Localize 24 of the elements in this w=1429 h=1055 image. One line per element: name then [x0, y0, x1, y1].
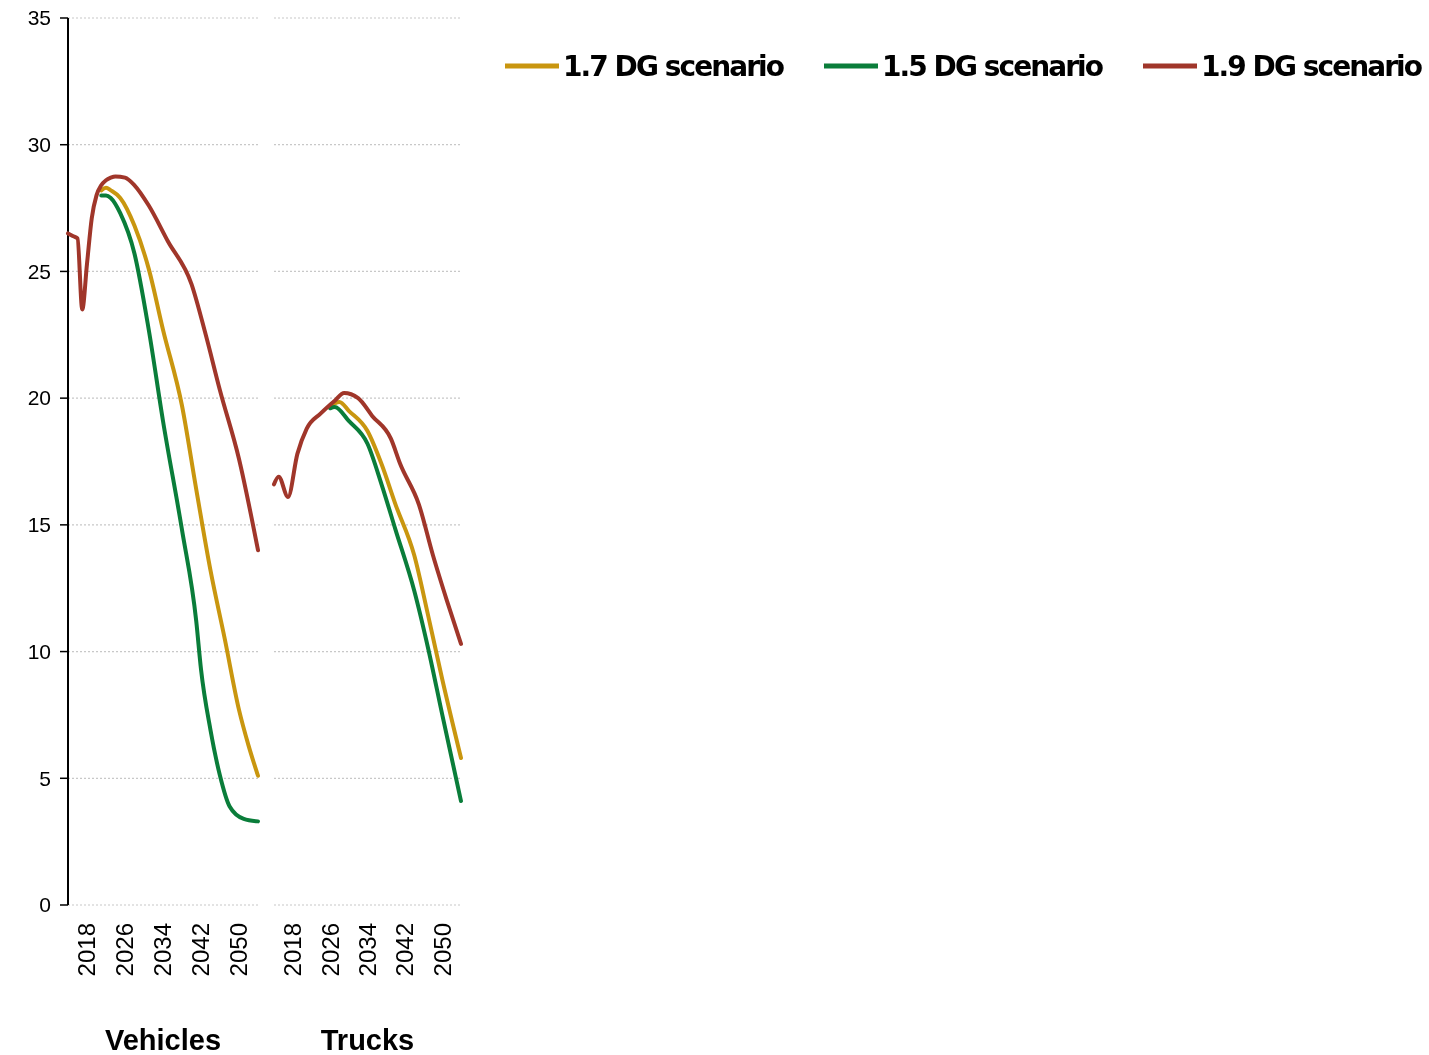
x-tick-label: 2026 — [316, 923, 344, 977]
y-tick-label: 30 — [27, 133, 51, 157]
legend-label: 1.7 DG scenario — [563, 49, 785, 83]
x-axis-title: Trucks — [320, 1024, 415, 1055]
x-tick-label: 2042 — [391, 923, 419, 977]
x-tick-label: 2034 — [353, 923, 381, 977]
x-tick-label: 2042 — [187, 923, 215, 977]
x-tick-label: 2026 — [111, 923, 139, 977]
x-tick-label: 2018 — [73, 923, 101, 977]
x-tick-label: 2050 — [428, 923, 456, 977]
y-tick-label: 10 — [27, 639, 51, 663]
y-tick-label: 25 — [27, 259, 51, 283]
y-tick-label: 15 — [27, 513, 51, 537]
legend-label: 1.9 DG scenario — [1201, 49, 1423, 83]
y-tick-label: 0 — [39, 893, 51, 917]
y-tick-label: 20 — [27, 386, 51, 410]
y-tick-label: 35 — [27, 6, 51, 30]
x-tick-label: 2050 — [225, 923, 253, 977]
x-axis-title: Vehicles — [104, 1024, 222, 1055]
legend-label: 1.5 DG scenario — [882, 49, 1104, 83]
x-tick-label: 2034 — [149, 923, 177, 977]
line-series — [66, 174, 260, 553]
y-tick-label: 5 — [39, 766, 51, 790]
x-tick-label: 2018 — [279, 923, 307, 977]
